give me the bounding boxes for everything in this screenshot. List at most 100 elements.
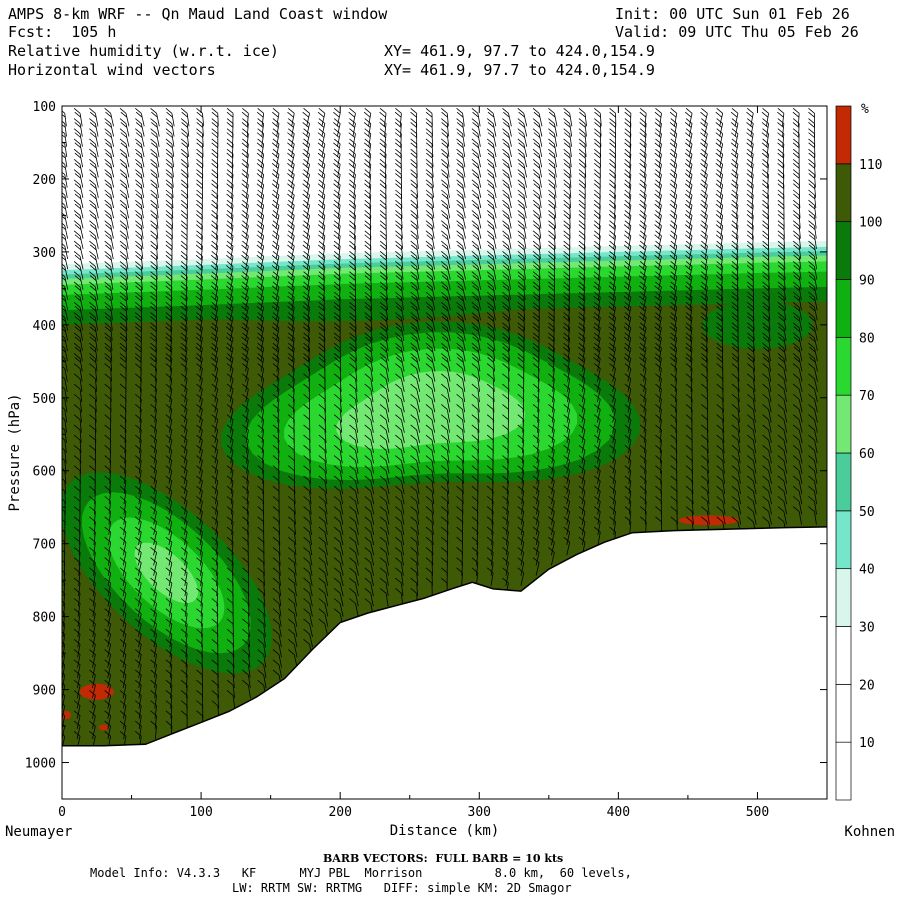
wind-barb: [153, 501, 157, 515]
wind-barb: [446, 337, 451, 352]
wind-barb-feather: [502, 316, 510, 322]
wind-barb-feather: [73, 608, 81, 615]
wind-barb: [521, 501, 525, 515]
wind-barb: [627, 256, 632, 270]
wind-barb-feather: [364, 587, 372, 594]
wind-barb-feather: [211, 162, 218, 169]
wind-barb-feather: [364, 332, 372, 339]
wind-barb: [184, 378, 188, 392]
wind-barb: [337, 215, 341, 229]
wind-barb: [62, 685, 66, 699]
wind-barb-feather: [318, 128, 326, 135]
wind-barb-feather: [379, 173, 387, 179]
wind-barb-feather: [548, 214, 556, 220]
wind-barb: [153, 429, 157, 443]
wind-barb-feather: [196, 111, 204, 118]
wind-barb-feather: [563, 295, 570, 302]
wind-barb: [276, 388, 280, 403]
wind-barb: [230, 450, 234, 464]
wind-barb: [492, 307, 496, 321]
wind-barb-feather: [532, 526, 540, 533]
wind-barb: [79, 317, 84, 331]
wind-barb: [446, 491, 449, 505]
wind-barb-feather: [105, 193, 112, 200]
wind-barb: [416, 470, 420, 484]
wind-barb: [260, 307, 265, 321]
wind-barb: [232, 664, 235, 678]
wind-barb-feather: [287, 122, 294, 128]
wind-barb: [94, 286, 99, 300]
wind-barb-feather: [472, 336, 479, 343]
wind-barb: [628, 174, 632, 188]
wind-barb: [214, 307, 219, 321]
wind-barb-feather: [288, 220, 295, 226]
wind-barb-feather: [73, 363, 81, 369]
wind-barb: [260, 368, 265, 382]
wind-barb: [400, 450, 405, 464]
wind-barb-feather: [593, 224, 601, 230]
wind-barb-feather: [609, 414, 616, 420]
wind-barb-feather: [379, 271, 387, 278]
wind-barb-feather: [196, 220, 203, 226]
wind-barb-feather: [242, 608, 249, 615]
wind-barb-feather: [74, 173, 82, 179]
wind-barb: [355, 327, 357, 341]
wind-barb-feather: [242, 485, 249, 492]
wind-barb: [169, 613, 173, 627]
wind-barb-feather: [89, 152, 97, 159]
wind-barb-feather: [456, 547, 463, 553]
wind-barb-feather: [333, 332, 341, 339]
wind-barb-feather: [180, 628, 188, 635]
wind-barb: [385, 521, 390, 535]
wind-barb: [214, 297, 219, 311]
wind-barb: [168, 491, 173, 505]
wind-barb-feather: [165, 316, 172, 322]
wind-barb: [171, 133, 175, 147]
wind-barb-feather: [287, 152, 294, 159]
wind-barb-feather: [90, 162, 97, 169]
wind-barb-feather: [318, 547, 326, 553]
wind-barb-feather: [594, 322, 601, 329]
wind-barb: [94, 225, 99, 239]
wind-barb: [612, 460, 616, 474]
wind-barb-feather: [502, 128, 509, 135]
wind-barb-feather: [333, 107, 341, 114]
wind-barb-feather: [165, 285, 172, 292]
wind-barb: [199, 307, 203, 321]
wind-barb-feather: [426, 183, 433, 189]
wind-barb-feather: [119, 516, 127, 523]
wind-barb: [613, 245, 616, 260]
wind-barb-feather: [563, 265, 570, 271]
wind-barb: [216, 613, 219, 627]
wind-barb-feather: [457, 183, 464, 189]
wind-barb-feather: [532, 506, 540, 512]
wind-barb-feather: [425, 111, 433, 118]
wind-barb-feather: [425, 393, 433, 400]
wind-barb: [186, 164, 189, 178]
wind-barb: [278, 521, 281, 535]
wind-barb-feather: [456, 322, 463, 329]
wind-barb-feather: [104, 526, 111, 533]
wind-barb: [156, 235, 159, 249]
wind-barb: [370, 337, 373, 352]
wind-barb: [122, 664, 127, 678]
wind-barb: [370, 531, 375, 546]
wind-barb: [107, 603, 112, 617]
wind-barb-feather: [457, 316, 464, 322]
wind-barb-feather: [226, 173, 233, 179]
wind-barb-feather: [119, 506, 127, 512]
wind-barb-feather: [578, 414, 586, 420]
wind-barb: [431, 378, 436, 392]
wind-barb-feather: [410, 189, 417, 196]
wind-barb-feather: [487, 234, 495, 241]
wind-barb-feather: [165, 302, 173, 308]
wind-barb-feather: [135, 414, 142, 420]
wind-barb-feather: [119, 210, 127, 216]
wind-barb: [523, 123, 528, 137]
wind-barb-feather: [563, 434, 570, 441]
wind-barb-feather: [379, 152, 387, 159]
wind-barb: [339, 399, 342, 413]
wind-barb-feather: [242, 128, 249, 135]
wind-barb-feather: [517, 210, 525, 216]
